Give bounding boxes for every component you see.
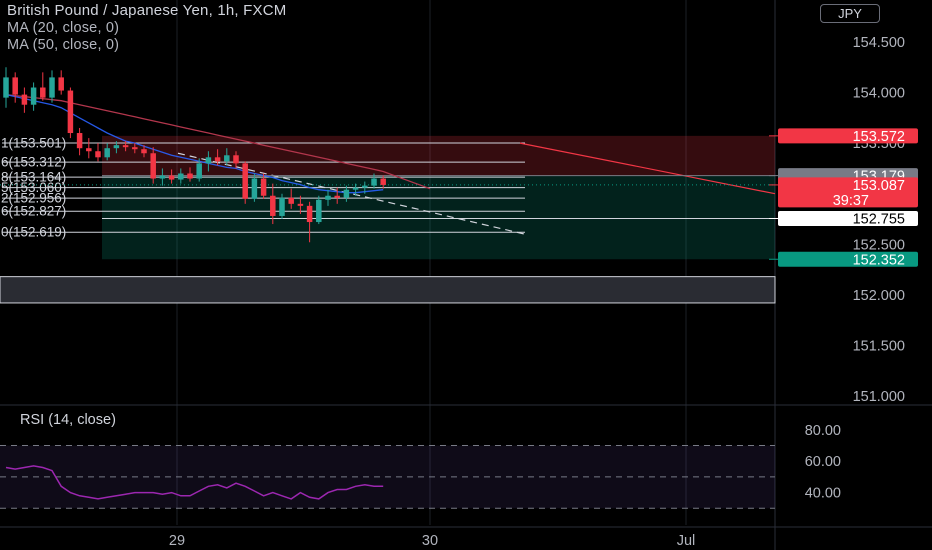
time-tick-label: Jul [677, 533, 696, 549]
candle-body [343, 189, 350, 198]
take-profit-zone [102, 175, 775, 260]
rsi-tick-label: 80.00 [805, 423, 841, 439]
candle-body [187, 173, 193, 179]
time-axis[interactable]: 29 30 Jul [169, 533, 695, 549]
fib-level-label: 2(152.956) [1, 191, 66, 206]
candle-body [196, 163, 202, 179]
candle-body [279, 197, 285, 216]
candle-body [251, 178, 258, 199]
candle-body [260, 178, 267, 196]
candle-body [270, 195, 276, 216]
candle-body [30, 87, 37, 105]
candle-body [3, 77, 9, 98]
price-tick-label: 151.000 [853, 389, 905, 405]
candle-body [306, 205, 313, 223]
candle-body [224, 155, 230, 162]
candle-body [325, 195, 331, 200]
candle-body [371, 178, 377, 186]
price-badge [778, 251, 918, 267]
price-badge-label: 153.572 [853, 129, 905, 145]
candle-body [316, 199, 322, 223]
price-badge [778, 128, 918, 144]
rsi-legend[interactable]: RSI (14, close) [20, 412, 116, 428]
candle-body [150, 153, 156, 179]
candle-body [352, 187, 359, 190]
candle-body [159, 175, 166, 179]
ma20-legend[interactable]: MA (20, close, 0) [7, 20, 120, 36]
stop-loss-zone [102, 135, 775, 176]
price-badge-label: 152.352 [853, 252, 905, 268]
fib-level-label: 6(153.312) [1, 155, 66, 170]
candle-body [67, 90, 74, 134]
candle-body [76, 133, 83, 149]
candle-body [21, 94, 28, 105]
price-tick-label: 154.000 [853, 86, 905, 102]
candle-body [95, 151, 101, 158]
ma50-legend[interactable]: MA (50, close, 0) [7, 37, 120, 53]
price-tick-label: 154.500 [853, 35, 905, 51]
price-tick-label: 152.500 [853, 237, 905, 253]
candle-body [242, 163, 248, 199]
rsi-pane: 80.00 60.00 40.00 [0, 423, 841, 509]
candle-body [49, 77, 55, 98]
rsi-tick-label: 40.00 [805, 486, 841, 502]
fib-level-label: 6(152.827) [1, 204, 66, 219]
candle-body [297, 203, 304, 206]
candle-body [141, 149, 147, 154]
candles [3, 67, 386, 243]
rsi-tick-label: 60.00 [805, 454, 841, 470]
candle-body [334, 195, 340, 198]
candle-body [168, 175, 175, 180]
time-tick-label: 30 [422, 533, 438, 549]
candle-body [288, 197, 294, 204]
candle-body [178, 173, 184, 180]
highlight-band [0, 276, 776, 304]
price-badge-label: 152.755 [853, 211, 905, 227]
price-axis[interactable]: 154.500154.000153.500152.500152.000151.5… [769, 35, 918, 405]
candle-body [214, 157, 221, 162]
candle-body [12, 77, 18, 95]
price-tick-label: 151.500 [853, 338, 905, 354]
fib-level-label: 8(153.164) [1, 170, 66, 185]
fib-level-label: 5(153.060) [1, 180, 66, 195]
fib-level-label: 1(153.501) [1, 136, 66, 151]
candle-body [362, 185, 368, 188]
fib-retracement[interactable]: 1(153.501) 6(153.312)8(153.164)5(153.060)… [0, 136, 776, 240]
candle-body [205, 157, 212, 164]
candle-body [40, 87, 46, 98]
candle-body [380, 178, 386, 185]
currency-badge[interactable]: JPY [820, 4, 880, 23]
candle-body [113, 145, 120, 149]
symbol-title[interactable]: British Pound / Japanese Yen, 1h, FXCM [7, 2, 287, 19]
trade-zones [0, 135, 776, 304]
candle-body [122, 145, 129, 148]
price-badge-label: 153.087 [853, 178, 905, 194]
fib-level-label: 0(152.619) [1, 225, 66, 240]
candle-body [233, 155, 239, 164]
candle-body [86, 148, 92, 152]
candle-body [104, 148, 110, 158]
countdown-label: 39:37 [833, 193, 869, 209]
candle-body [132, 147, 138, 150]
candle-body [58, 77, 64, 91]
price-badge [778, 177, 918, 208]
price-tick-label: 152.000 [853, 288, 905, 304]
time-tick-label: 29 [169, 533, 185, 549]
price-badge [778, 210, 918, 226]
rsi-line [5, 465, 384, 500]
